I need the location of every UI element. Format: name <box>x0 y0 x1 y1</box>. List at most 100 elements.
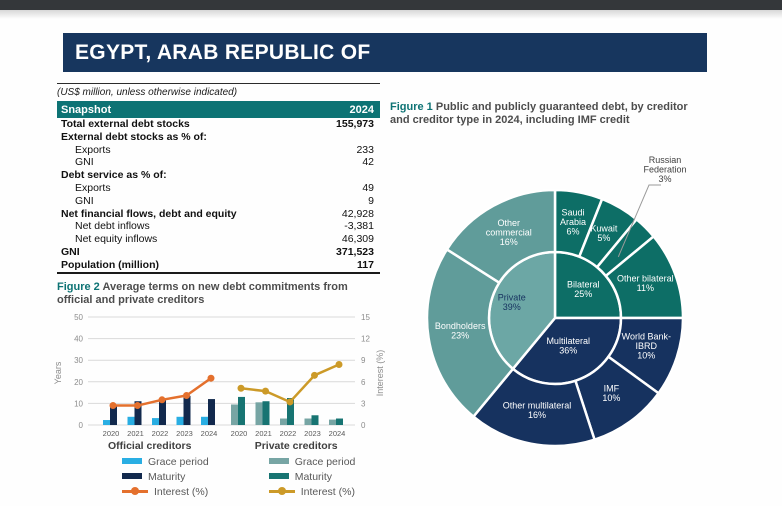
table-row: Net equity inflows 46,309 <box>57 233 380 246</box>
x-axis-label: 2024 <box>201 429 218 438</box>
right-axis-tick: 15 <box>361 313 370 322</box>
legend-title-private: Private creditors <box>254 440 338 452</box>
bar-private-maturity <box>336 418 343 425</box>
table-row: Exports 49 <box>57 182 380 195</box>
right-axis-tick: 12 <box>361 335 370 344</box>
x-axis-label: 2024 <box>329 429 346 438</box>
row-value: 9 <box>368 194 374 207</box>
donut-label-other-multilateral: Other multilateral 16% <box>503 400 572 420</box>
donut-label-bilateral: Bilateral 25% <box>567 280 600 300</box>
legend-label: Interest (%) <box>154 486 209 498</box>
bar-private-grace-period <box>304 418 312 425</box>
x-axis-label: 2022 <box>152 429 169 438</box>
row-label: GNI <box>75 194 94 207</box>
left-axis-tick: 50 <box>74 313 83 322</box>
figure1-caption-text: Public and publicly guaranteed debt, by … <box>390 101 688 126</box>
x-axis-label: 2023 <box>176 429 193 438</box>
legend-item-private-grace: Grace period <box>255 455 355 470</box>
donut-label-russian-federation: Russian Federation 3% <box>643 155 686 184</box>
table-row: GNI 42 <box>57 156 380 169</box>
page-title: EGYPT, ARAB REPUBLIC OF <box>75 40 371 64</box>
interest-point-private <box>286 398 294 406</box>
bar-private-grace-period <box>280 418 287 425</box>
bar-official-grace-period <box>152 418 159 425</box>
figure1-sunburst-chart: Bilateral 25% Multilateral 36% Private 39% Sau… <box>425 155 687 448</box>
x-axis-label: 2021 <box>127 429 144 438</box>
left-axis-tick: 0 <box>79 421 84 430</box>
x-axis-label: 2020 <box>103 429 120 438</box>
table-row: Total external debt stocks 155,973 <box>57 118 380 131</box>
row-value: -3,381 <box>344 220 374 233</box>
interest-point-official <box>158 396 166 404</box>
table-row: GNI 9 <box>57 195 380 208</box>
page-title-band: EGYPT, ARAB REPUBLIC OF <box>63 33 707 72</box>
figure2-caption-text: Average terms on new debt commitments fr… <box>57 281 348 306</box>
row-label: GNI <box>75 156 94 169</box>
private-grace-swatch <box>268 458 289 465</box>
legend-label: Maturity <box>294 471 333 483</box>
unit-note: (US$ million, unless otherwise indicated… <box>57 83 380 98</box>
legend-line-dot <box>131 487 139 496</box>
donut-label-other-commercial: Other commercial 16% <box>486 218 532 247</box>
figure2-legend: Official creditors Grace period Maturity… <box>108 440 355 500</box>
snapshot-table-header: Snapshot 2024 <box>57 101 380 118</box>
window-chrome-bar <box>0 0 782 10</box>
legend-item-official-interest: Interest (%) <box>108 485 209 500</box>
bar-official-maturity <box>208 399 215 425</box>
figure1-caption: Figure 1 Public and publicly guaranteed … <box>390 101 705 127</box>
row-value: 233 <box>356 143 374 156</box>
bar-private-grace-period <box>231 404 238 425</box>
table-row: Population (million) 117 <box>57 259 380 272</box>
legend-label: Grace period <box>148 456 209 468</box>
bar-private-maturity <box>311 415 319 425</box>
donut-outer-slice-bondholders <box>425 247 515 419</box>
bar-official-maturity <box>159 399 166 425</box>
left-axis-tick: 10 <box>74 399 83 408</box>
figure2-bar-line-chart: 0 10 20 30 40 50 0 3 6 9 12 15 Years Interest (%) 2020… <box>53 313 385 438</box>
snapshot-header-label: Snapshot <box>61 103 112 116</box>
row-label: Net financial flows, debt and equity <box>61 207 237 220</box>
donut-outer-slice-other-commercial <box>445 188 557 285</box>
bar-private-maturity <box>262 401 270 425</box>
donut-label-imf: IMF 10% <box>602 384 620 404</box>
bar-official-maturity <box>134 401 142 425</box>
legend-line-dot <box>277 487 286 496</box>
donut-label-world-bank-ibrd: World Bank-IBRD 10% <box>622 332 671 361</box>
interest-point-official <box>207 374 215 382</box>
donut-label-multilateral: Multilateral 36% <box>546 336 590 356</box>
interest-point-private <box>311 371 318 379</box>
table-row: GNI 371,523 <box>57 246 380 259</box>
legend-label: Maturity <box>148 471 186 483</box>
right-axis-tick: 6 <box>361 378 366 387</box>
left-axis-label: Years <box>53 361 63 384</box>
interest-point-official <box>109 402 117 410</box>
legend-column-private: Private creditors Grace period Maturity … <box>255 440 356 500</box>
snapshot-table: Snapshot 2024 Total external debt stocks… <box>57 101 380 274</box>
official-grace-swatch <box>122 458 142 465</box>
legend-item-private-maturity: Maturity <box>255 470 356 485</box>
figure2-caption-label: Figure 2 <box>57 281 100 293</box>
interest-point-official <box>183 391 190 399</box>
figure1-caption-label: Figure 1 <box>390 101 433 113</box>
bar-private-maturity <box>287 398 294 425</box>
bar-official-grace-period <box>201 416 208 425</box>
right-axis-tick: 0 <box>361 421 366 430</box>
row-value: 42,928 <box>341 207 374 220</box>
figure2-caption: Figure 2 Average terms on new debt commi… <box>57 281 382 307</box>
private-maturity-swatch <box>268 473 289 480</box>
row-label: Total external debt stocks <box>61 118 190 130</box>
row-label: Net equity inflows <box>75 233 158 246</box>
table-row: Net debt inflows -3,381 <box>57 220 380 233</box>
row-label: Debt service as % of: <box>61 169 167 182</box>
row-value: 371,523 <box>336 245 374 258</box>
row-value: 117 <box>357 258 374 271</box>
official-interest-swatch <box>122 487 148 496</box>
row-label: Exports <box>75 181 111 194</box>
private-interest-swatch <box>268 487 295 496</box>
snapshot-header-year: 2024 <box>349 103 374 116</box>
row-label: Population (million) <box>61 258 159 271</box>
x-axis-label: 2021 <box>255 429 272 438</box>
x-axis-label: 2023 <box>304 429 321 438</box>
x-axis-label: 2020 <box>231 429 248 438</box>
